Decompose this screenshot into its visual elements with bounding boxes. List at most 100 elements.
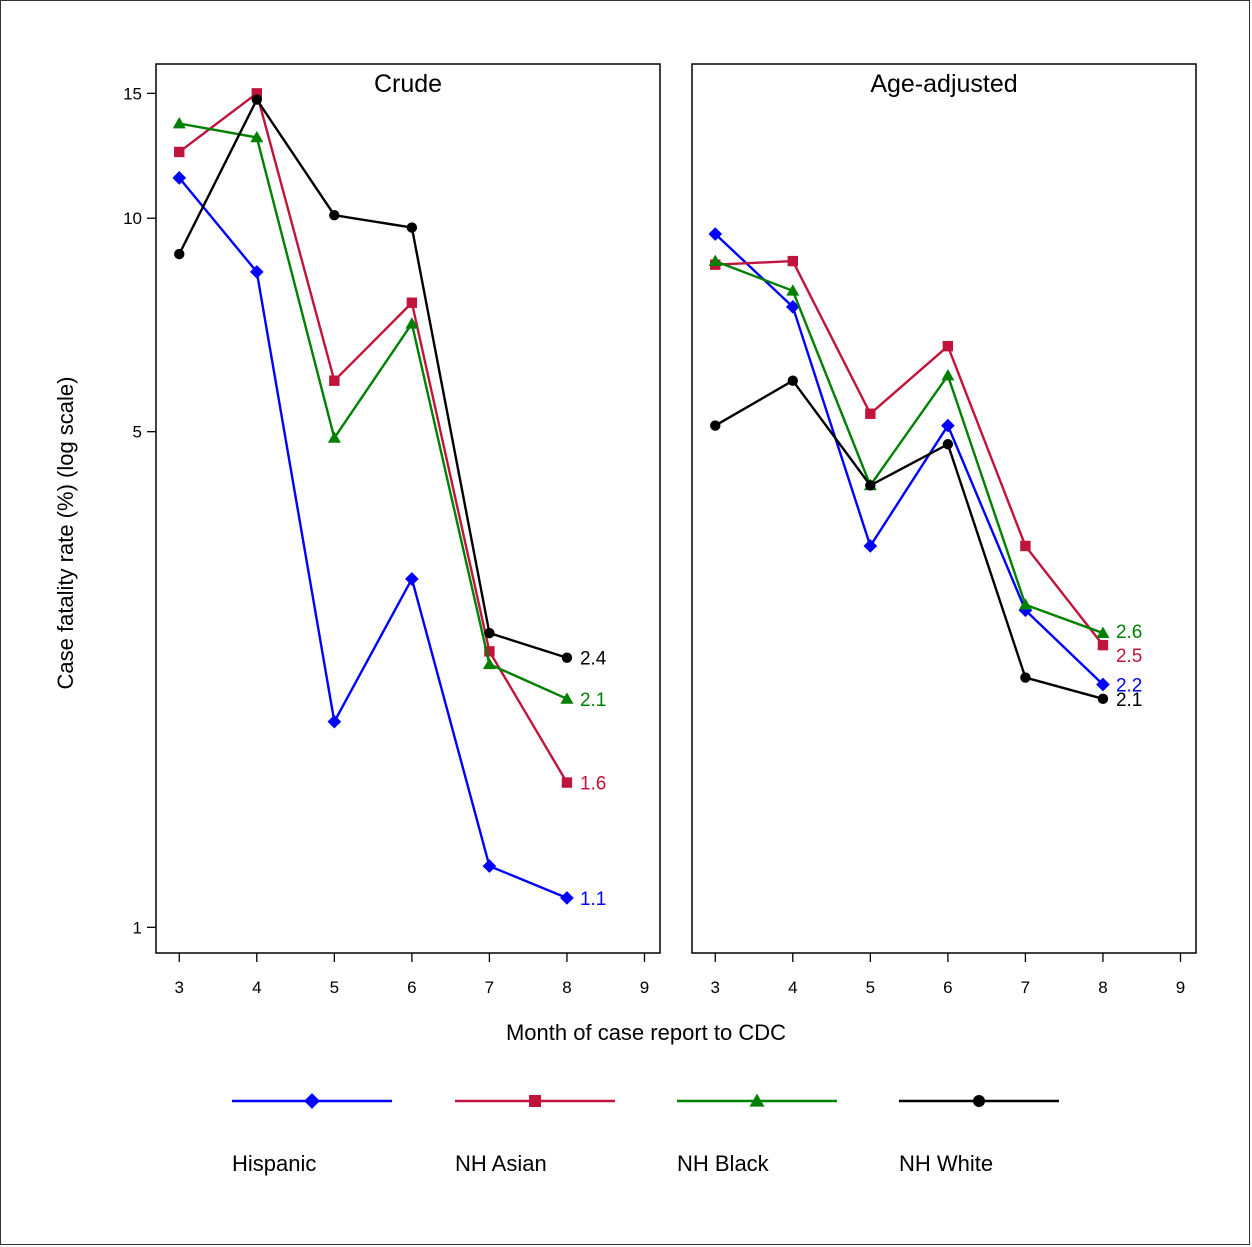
legend-item-hispanic: Hispanic <box>232 1093 392 1176</box>
data-point-crude-hispanic-6 <box>405 572 419 586</box>
data-point-crude-nh-white-4 <box>251 94 262 105</box>
data-point-crude-nh-white-7 <box>484 627 495 639</box>
series-line-crude-nh-white <box>178 98 568 659</box>
data-point-crude-nh-black-5 <box>327 431 341 443</box>
end-label-age-adjusted-nh-black: 2.6 <box>1116 622 1142 643</box>
legend-marker-nh-black <box>749 1093 765 1107</box>
data-point-age-adjusted-nh-black-6 <box>941 369 955 381</box>
series-line-crude-nh-black <box>179 122 568 700</box>
data-point-age-adjusted-hispanic-5 <box>863 539 878 553</box>
panel-crude: Crude 3 4 5 6 7 8 9 1.1 1.6 2.1 2.4 <box>155 63 661 997</box>
panel-age-adjusted: Age-adjusted 3 4 5 6 7 8 9 2.2 2.5 2.6 2.1 <box>691 63 1197 997</box>
end-label-crude-nh-white: 2.4 <box>580 649 607 670</box>
data-point-crude-nh-black-4 <box>250 130 264 143</box>
legend: Hispanic NH Asian NH Black NH White <box>232 1093 1059 1176</box>
data-point-crude-nh-black-8 <box>560 692 574 704</box>
end-label-age-adjusted-nh-asian: 2.5 <box>1116 646 1142 667</box>
x-tick-label-age-adjusted-5: 5 <box>866 978 875 997</box>
data-point-crude-hispanic-8 <box>560 891 574 905</box>
panel-title-age-adjusted: Age-adjusted <box>870 70 1017 98</box>
legend-label-nh-black: NH Black <box>677 1151 770 1176</box>
data-point-age-adjusted-nh-black-4 <box>786 284 800 296</box>
x-tick-label-crude-3: 3 <box>175 978 184 997</box>
data-point-crude-nh-asian-3 <box>174 146 185 158</box>
y-tick-label-10: 10 <box>123 209 142 228</box>
y-axis-title: Case fatality rate (%) (log scale) <box>53 377 78 690</box>
data-point-age-adjusted-nh-black-7 <box>1018 598 1032 610</box>
data-point-crude-nh-asian-5 <box>329 375 340 386</box>
series-line-age-adjusted-nh-white <box>714 379 1104 700</box>
end-label-age-adjusted-nh-white: 2.1 <box>1116 690 1142 711</box>
x-tick-label-age-adjusted-8: 8 <box>1098 978 1107 997</box>
series-line-age-adjusted-hispanic <box>714 233 1104 686</box>
panel-title-crude: Crude <box>374 70 442 98</box>
x-tick-label-crude-6: 6 <box>407 978 416 997</box>
legend-item-nh-white: NH White <box>899 1095 1059 1176</box>
data-point-crude-nh-black-6 <box>405 317 419 329</box>
data-point-age-adjusted-nh-white-5 <box>865 480 876 491</box>
legend-item-nh-black: NH Black <box>677 1093 837 1176</box>
legend-item-nh-asian: NH Asian <box>455 1095 615 1176</box>
data-point-crude-nh-white-8 <box>561 652 573 663</box>
legend-label-nh-white: NH White <box>899 1151 993 1176</box>
x-tick-label-age-adjusted-4: 4 <box>788 978 797 997</box>
data-point-age-adjusted-nh-asian-8 <box>1097 639 1109 651</box>
data-point-age-adjusted-nh-white-3 <box>710 420 721 431</box>
data-point-crude-nh-white-6 <box>406 222 418 233</box>
end-label-age-adjusted-hispanic: 2.2 <box>1116 676 1142 697</box>
data-point-crude-nh-asian-8 <box>561 777 573 788</box>
x-tick-label-crude-8: 8 <box>562 978 571 997</box>
legend-label-hispanic: Hispanic <box>232 1151 316 1176</box>
data-point-age-adjusted-nh-asian-5 <box>865 408 876 419</box>
data-point-crude-hispanic-7 <box>482 859 497 873</box>
y-tick-label-5: 5 <box>133 423 142 442</box>
series-line-age-adjusted-nh-black <box>714 259 1104 635</box>
legend-marker-hispanic <box>304 1093 320 1109</box>
y-tick-label-15: 15 <box>123 84 142 103</box>
data-point-crude-nh-black-3 <box>172 117 186 129</box>
data-point-crude-nh-white-5 <box>329 209 340 221</box>
x-tick-label-crude-9: 9 <box>640 978 649 997</box>
legend-marker-nh-white <box>973 1095 985 1107</box>
data-point-crude-nh-asian-7 <box>484 646 495 657</box>
y-tick-label-1: 1 <box>133 918 142 937</box>
x-tick-label-age-adjusted-6: 6 <box>943 978 952 997</box>
series-line-crude-nh-asian <box>178 92 568 784</box>
data-point-age-adjusted-nh-black-8 <box>1096 626 1110 638</box>
data-point-age-adjusted-hispanic-8 <box>1096 677 1110 692</box>
x-tick-label-crude-4: 4 <box>252 978 261 997</box>
x-tick-label-crude-5: 5 <box>330 978 339 997</box>
end-label-crude-nh-black: 2.1 <box>580 690 606 711</box>
data-point-crude-hispanic-5 <box>327 714 342 729</box>
data-point-crude-nh-white-3 <box>174 248 185 260</box>
end-label-crude-nh-asian: 1.6 <box>580 774 606 795</box>
data-point-crude-hispanic-4 <box>249 265 264 279</box>
data-point-crude-nh-black-7 <box>482 657 496 670</box>
data-point-age-adjusted-hispanic-3 <box>708 227 723 241</box>
data-point-age-adjusted-nh-black-3 <box>708 254 722 266</box>
x-tick-label-age-adjusted-3: 3 <box>711 978 720 997</box>
data-point-age-adjusted-hispanic-4 <box>785 299 800 314</box>
series-line-crude-hispanic <box>178 177 568 900</box>
series-line-age-adjusted-nh-asian <box>715 259 1104 646</box>
x-axis-title: Month of case report to CDC <box>506 1020 786 1045</box>
plot-area-age-adjusted <box>691 63 1197 954</box>
x-tick-label-age-adjusted-9: 9 <box>1176 978 1185 997</box>
x-tick-label-age-adjusted-7: 7 <box>1021 978 1030 997</box>
data-point-age-adjusted-hispanic-6 <box>941 418 955 433</box>
legend-label-nh-asian: NH Asian <box>455 1151 547 1176</box>
x-tick-label-crude-7: 7 <box>485 978 494 997</box>
data-point-age-adjusted-nh-white-4 <box>787 375 798 386</box>
data-point-age-adjusted-nh-white-7 <box>1020 672 1031 683</box>
legend-marker-nh-asian <box>529 1095 541 1107</box>
data-point-age-adjusted-nh-white-6 <box>942 439 954 450</box>
data-point-age-adjusted-nh-asian-6 <box>942 340 954 352</box>
data-point-crude-hispanic-3 <box>172 171 187 185</box>
data-point-age-adjusted-nh-asian-4 <box>787 255 798 267</box>
plot-area-crude <box>155 63 661 954</box>
end-label-crude-hispanic: 1.1 <box>580 889 606 910</box>
data-point-age-adjusted-nh-white-8 <box>1097 693 1109 705</box>
